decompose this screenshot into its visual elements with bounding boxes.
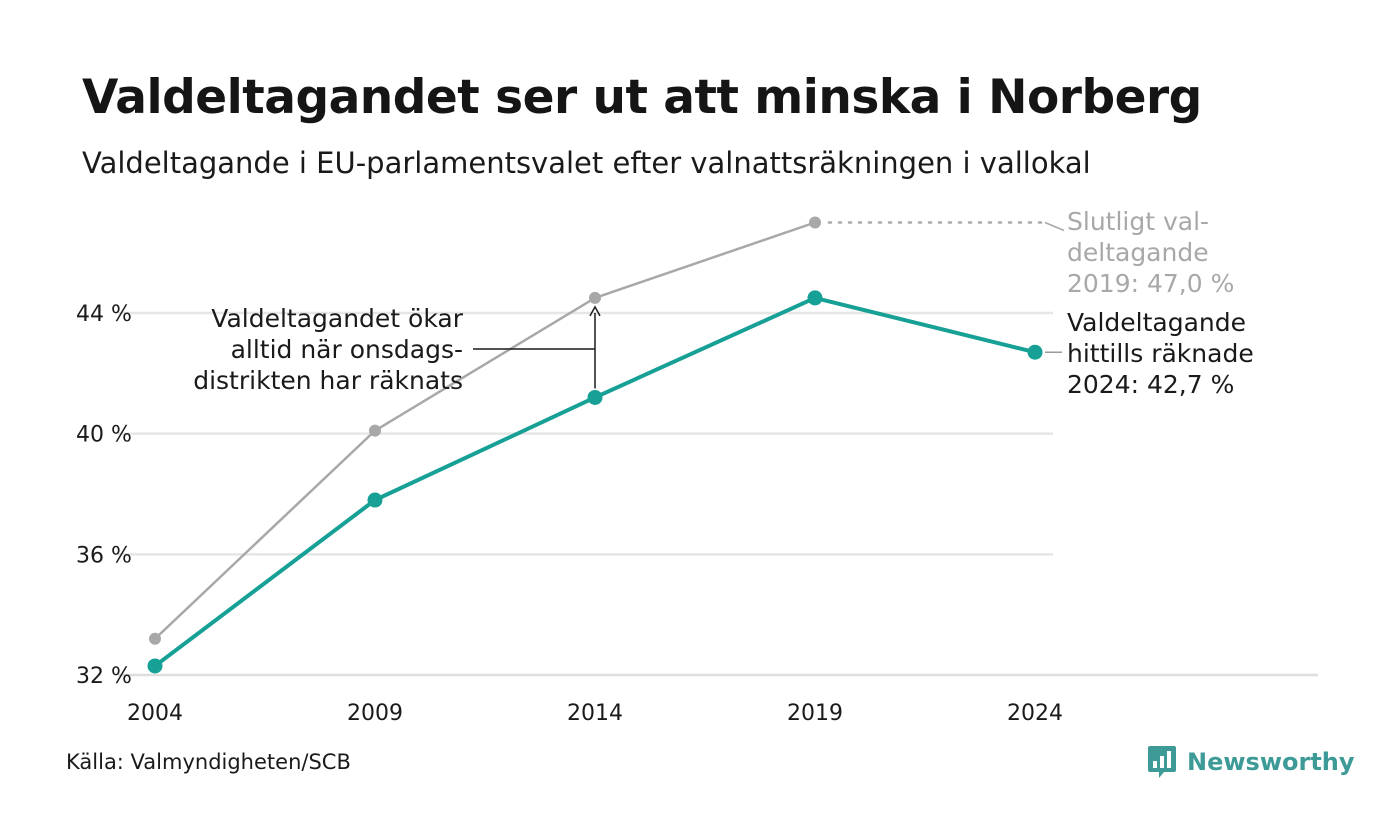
x-tick-label: 2019 (787, 701, 843, 726)
current-turnout-label: hittills räknade (1067, 339, 1254, 368)
data-point (149, 632, 161, 645)
x-tick-label: 2024 (1007, 701, 1063, 726)
data-point (589, 291, 601, 304)
chart-title: Valdeltagandet ser ut att minska i Norbe… (82, 70, 1202, 125)
series-group (147, 216, 1043, 674)
y-tick-label: 40 % (76, 423, 132, 448)
data-point (367, 492, 383, 508)
final-turnout-label: 2019: 47,0 % (1067, 269, 1234, 298)
data-point (809, 216, 821, 229)
data-point (1027, 344, 1043, 360)
current-turnout-label: Valdeltagande (1067, 308, 1246, 337)
data-point (807, 290, 823, 306)
brand-name: Newsworthy (1187, 748, 1355, 776)
chart-subtitle: Valdeltagande i EU-parlamentsvalet efter… (82, 146, 1091, 180)
final-turnout-label: deltagande (1067, 238, 1209, 267)
final-turnout-leader-tick (1044, 221, 1065, 232)
current-turnout-label: 2024: 42,7 % (1067, 370, 1234, 399)
note-label: alltid när onsdags- (231, 335, 463, 364)
data-point (587, 389, 603, 405)
data-point (369, 424, 381, 437)
note-arrow-head (589, 305, 601, 317)
y-axis-ticks: 32 % 36 % 40 % 44 % (76, 302, 132, 689)
x-tick-label: 2014 (567, 701, 623, 726)
final-turnout-label: Slutligt val- (1067, 207, 1209, 236)
source-note: Källa: Valmyndigheten/SCB (66, 750, 351, 774)
bar-chart-speech-bubble-icon (1148, 746, 1176, 778)
grid-lines (118, 311, 1318, 677)
x-tick-label: 2004 (127, 701, 183, 726)
data-point (147, 658, 163, 674)
x-axis-ticks: 2004 2009 2014 2019 2024 (127, 701, 1063, 726)
note-label: Valdeltagandet ökar (211, 304, 463, 333)
y-tick-label: 36 % (76, 543, 132, 568)
y-tick-label: 32 % (76, 664, 132, 689)
y-tick-label: 44 % (76, 302, 132, 327)
series-line-final (153, 221, 817, 641)
brand-logo: Newsworthy (1147, 742, 1355, 782)
x-tick-label: 2009 (347, 701, 403, 726)
note-label: distrikten har räknats (193, 366, 463, 395)
